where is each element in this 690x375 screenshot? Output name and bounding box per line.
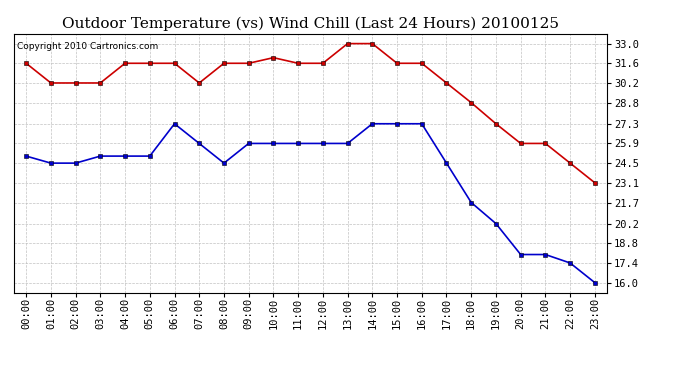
Title: Outdoor Temperature (vs) Wind Chill (Last 24 Hours) 20100125: Outdoor Temperature (vs) Wind Chill (Las… [62, 17, 559, 31]
Text: Copyright 2010 Cartronics.com: Copyright 2010 Cartronics.com [17, 42, 158, 51]
